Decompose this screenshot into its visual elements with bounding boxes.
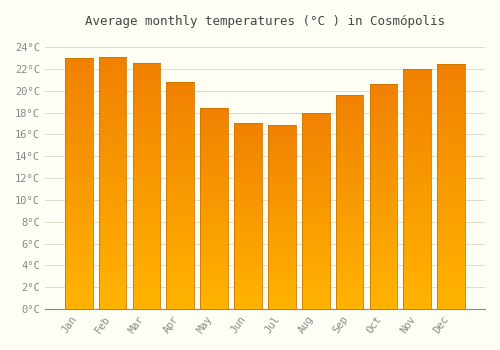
Title: Average monthly temperatures (°C ) in Cosmópolis: Average monthly temperatures (°C ) in Co… bbox=[85, 15, 445, 28]
